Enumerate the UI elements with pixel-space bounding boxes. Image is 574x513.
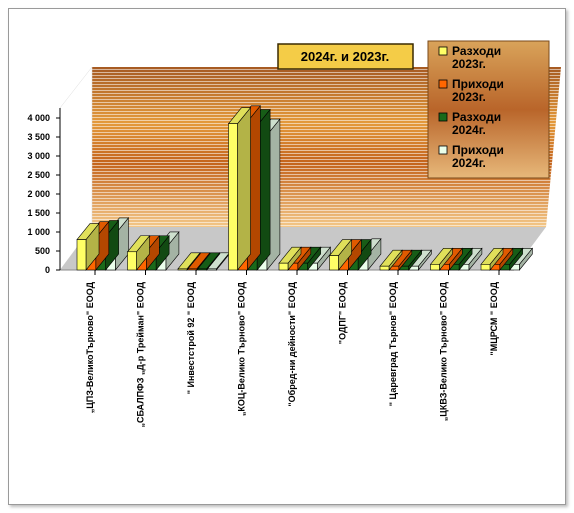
y-tick-label: 2 000: [27, 189, 50, 199]
legend-entry: Приходи 2024г.: [452, 143, 504, 170]
legend-entry: Разходи 2024г.: [452, 110, 501, 137]
bar-side: [237, 106, 251, 271]
bar: [379, 249, 403, 271]
bar: [227, 106, 252, 271]
bar-front: [207, 268, 217, 271]
legend-swatch: [438, 79, 448, 89]
bar-front: [177, 268, 188, 271]
legend-swatch: [438, 46, 448, 56]
bar-front: [430, 263, 440, 271]
y-tick-label: 1 000: [27, 227, 50, 237]
bar-front: [187, 268, 198, 271]
y-tick-label: 3 000: [27, 151, 50, 161]
y-tick-label: 4 000: [27, 113, 50, 123]
x-axis-category-labels: „ЦПЗ-ВеликоТърново" ЕООД „СБАЛПФЗ „Д-р Тр…: [85, 270, 500, 427]
bar-front: [127, 251, 137, 271]
bar: [187, 252, 211, 271]
x-category-label: „СБАЛПФЗ „Д-р Трейман" ЕООД: [136, 281, 146, 427]
bar-front: [228, 123, 238, 271]
bar-front: [278, 262, 289, 271]
bars: [76, 104, 534, 271]
x-category-label: „ЦКВЗ-Велико Търново" ЕООД: [439, 281, 449, 421]
bar: [177, 252, 201, 271]
bar: [480, 247, 504, 271]
bar: [126, 234, 151, 271]
legend-swatch: [438, 145, 448, 155]
legend-swatch: [438, 112, 448, 122]
x-category-label: "МЦРСМ " ЕООД: [489, 281, 499, 355]
y-axis-ticks: 0 500 1 000 1 500 2 000 2 500 3 000 3 500 4 000: [27, 113, 60, 275]
x-category-label: "ОДПГ" ЕООД: [338, 281, 348, 344]
bar-front: [197, 268, 207, 271]
x-category-label: „ЦПЗ-ВеликоТърново" ЕООД: [85, 281, 95, 413]
bar: [278, 246, 302, 271]
chart-title: 2024г. и 2023г.: [301, 49, 390, 64]
x-category-label: "Обред-ни дейности" ЕООД: [287, 281, 297, 406]
chart-legend: Разходи 2023г. Приходи 2023г. Разходи 2024г. П…: [427, 40, 550, 179]
y-tick-label: 0: [45, 265, 50, 275]
legend-entry: Приходи 2023г.: [452, 77, 504, 104]
x-category-label: " Царевград Търнов" ЕООД: [388, 281, 398, 406]
bar-front: [480, 263, 491, 271]
bar: [429, 247, 454, 271]
chart-title-box: 2024г. и 2023г.: [277, 43, 414, 70]
legend-entry: Разходи 2023г.: [452, 44, 501, 71]
x-category-label: „КОЦ-Велико Търново" ЕООД: [237, 281, 247, 416]
y-tick-label: 1 500: [27, 208, 50, 218]
bar-front: [76, 239, 87, 271]
y-tick-label: 500: [35, 246, 50, 256]
x-category-label: " Инвестстрой 92 " ЕООД: [186, 281, 196, 394]
bar-front: [379, 265, 390, 271]
y-tick-label: 3 500: [27, 132, 50, 142]
bar-front: [329, 255, 339, 271]
bar: [76, 222, 100, 271]
bar: [328, 238, 353, 271]
y-tick-label: 2 500: [27, 170, 50, 180]
